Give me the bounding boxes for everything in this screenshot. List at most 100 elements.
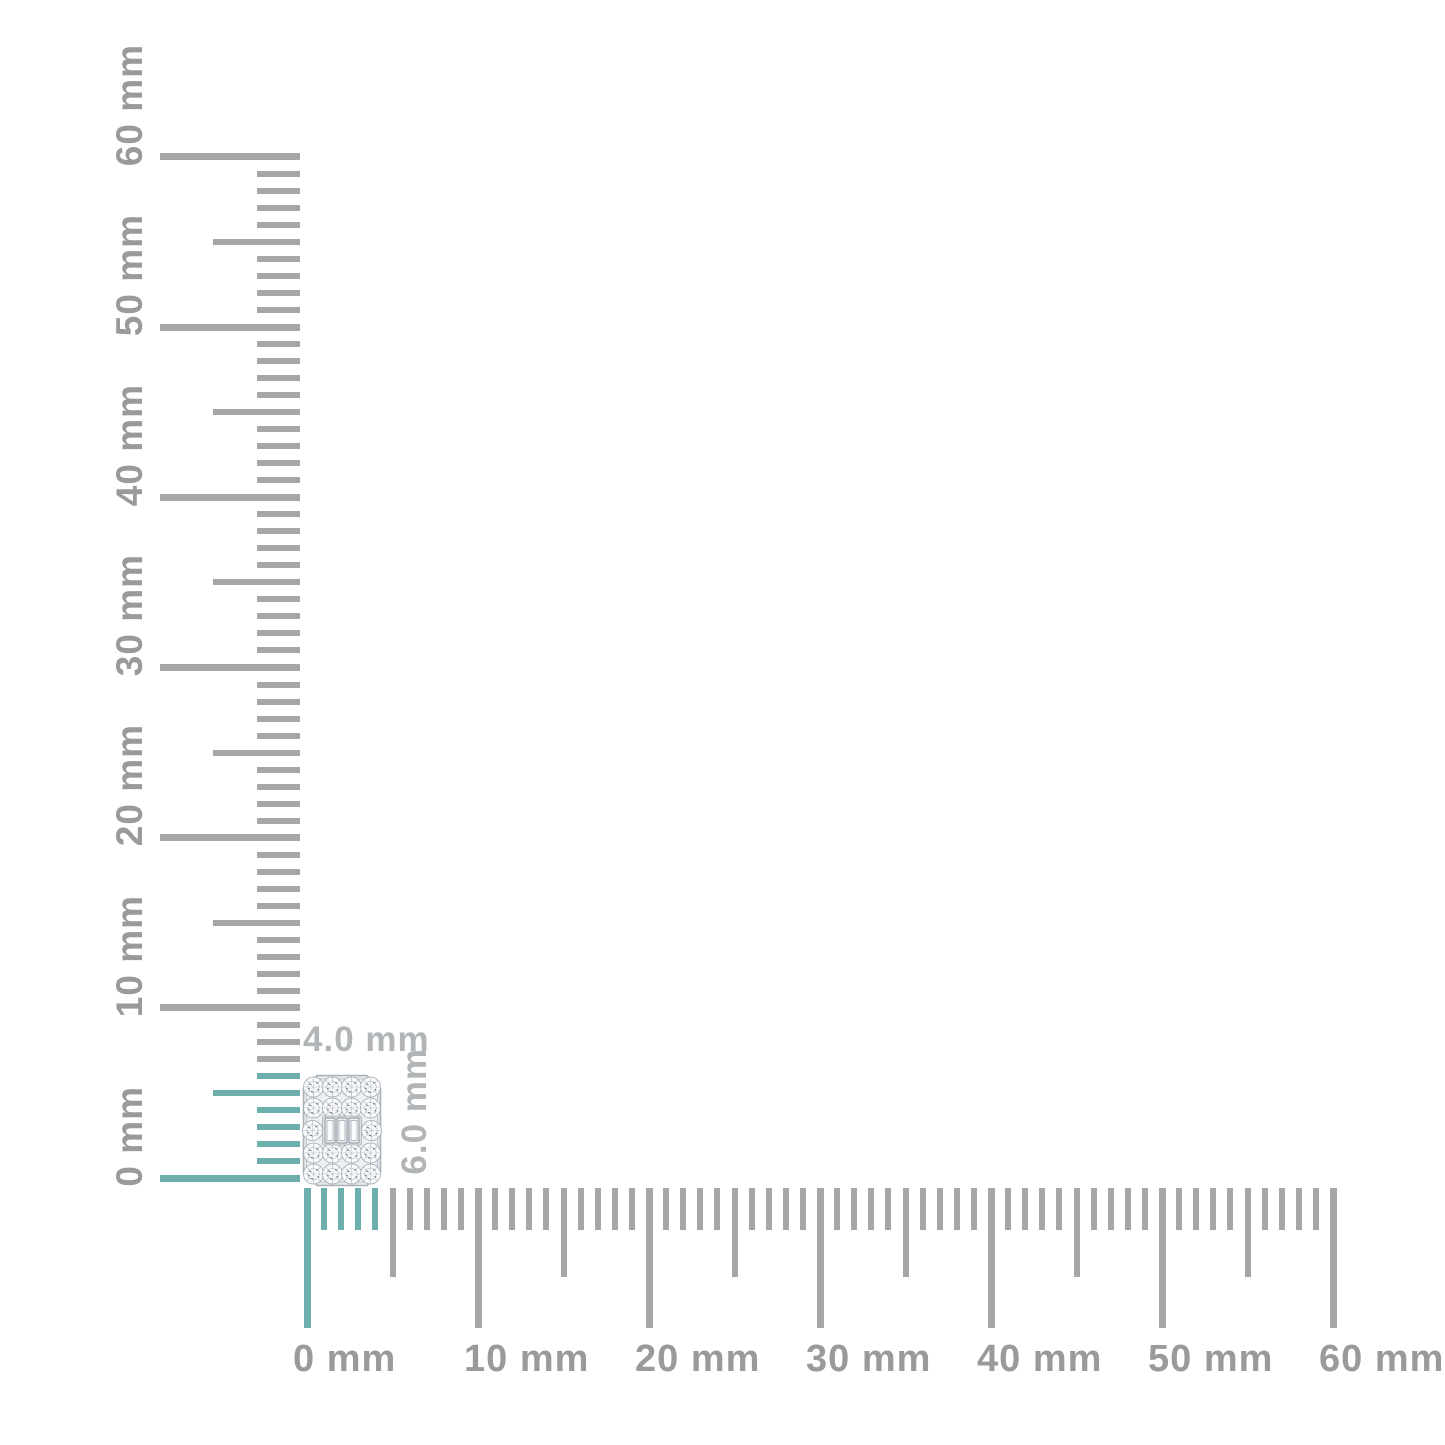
h-tick-23mm: [697, 1188, 704, 1230]
item-width-dimension-label: 4.0 mm: [303, 1020, 430, 1059]
h-tick-52mm: [1193, 1188, 1200, 1230]
v-tick-53mm: [257, 273, 300, 280]
h-tick-20mm: [645, 1188, 653, 1328]
h-tick-32mm: [851, 1188, 858, 1230]
h-tick-40mm: [987, 1188, 995, 1328]
h-tick-26mm: [748, 1188, 755, 1230]
h-tick-38mm: [953, 1188, 960, 1230]
h-tick-53mm: [1210, 1188, 1217, 1230]
h-tick-37mm: [936, 1188, 943, 1230]
h-tick-31mm: [834, 1188, 841, 1230]
v-tick-58mm: [257, 188, 300, 194]
v-tick-34mm: [257, 596, 300, 603]
v-tick-12mm: [257, 970, 300, 977]
v-tick-45mm: [213, 409, 300, 416]
v-tick-54mm: [257, 256, 300, 263]
v-tick-48mm: [257, 358, 300, 365]
h-tick-29mm: [799, 1188, 806, 1230]
h-tick-8mm: [440, 1188, 447, 1230]
v-tick-10mm: [160, 1004, 300, 1012]
h-tick-28mm: [782, 1188, 789, 1230]
v-ruler-label-30mm: 30 mm: [109, 554, 150, 677]
h-tick-4mm: [372, 1188, 379, 1230]
h-tick-6mm: [406, 1188, 413, 1230]
v-tick-23mm: [257, 783, 300, 790]
v-ruler-label-0mm: 0 mm: [109, 1086, 150, 1187]
h-tick-34mm: [885, 1188, 892, 1230]
h-tick-0mm: [303, 1188, 311, 1328]
v-tick-32mm: [257, 630, 300, 637]
h-tick-30mm: [816, 1188, 824, 1328]
v-tick-4mm: [257, 1106, 300, 1113]
h-tick-56mm: [1261, 1188, 1268, 1230]
h-tick-58mm: [1295, 1188, 1302, 1230]
v-tick-30mm: [160, 663, 300, 671]
h-tick-48mm: [1124, 1188, 1131, 1230]
h-tick-27mm: [765, 1188, 772, 1230]
item-height-dimension-label: 6.0 mm: [395, 1048, 434, 1175]
v-ruler-label-40mm: 40 mm: [109, 384, 150, 507]
h-tick-1mm: [321, 1188, 328, 1230]
h-tick-51mm: [1176, 1188, 1183, 1230]
h-tick-7mm: [423, 1188, 430, 1230]
h-tick-45mm: [1073, 1188, 1080, 1277]
v-tick-41mm: [257, 477, 300, 484]
h-tick-50mm: [1158, 1188, 1166, 1328]
h-tick-59mm: [1312, 1188, 1319, 1230]
v-tick-25mm: [213, 749, 300, 756]
h-tick-42mm: [1022, 1188, 1029, 1230]
jewelry-item-image: [302, 1074, 382, 1187]
h-tick-3mm: [355, 1188, 362, 1230]
v-tick-16mm: [257, 902, 300, 909]
v-tick-18mm: [257, 868, 300, 875]
v-tick-35mm: [213, 579, 300, 586]
h-tick-11mm: [492, 1188, 499, 1230]
v-tick-29mm: [257, 681, 300, 688]
v-tick-13mm: [257, 953, 300, 960]
h-tick-12mm: [509, 1188, 516, 1230]
v-tick-56mm: [257, 222, 300, 229]
h-tick-46mm: [1090, 1188, 1097, 1230]
v-tick-28mm: [257, 698, 300, 705]
v-tick-44mm: [257, 426, 300, 433]
h-ruler-label-40mm: 40 mm: [977, 1338, 1103, 1380]
h-tick-41mm: [1005, 1188, 1012, 1230]
h-tick-60mm: [1329, 1188, 1337, 1328]
h-tick-39mm: [970, 1188, 977, 1230]
v-tick-9mm: [257, 1021, 300, 1028]
v-tick-39mm: [257, 511, 300, 518]
h-tick-2mm: [338, 1188, 345, 1230]
h-tick-9mm: [457, 1188, 464, 1230]
h-tick-19mm: [628, 1188, 635, 1230]
h-tick-21mm: [663, 1188, 670, 1230]
h-ruler-label-30mm: 30 mm: [806, 1338, 932, 1380]
v-tick-31mm: [257, 647, 300, 654]
h-tick-25mm: [731, 1188, 738, 1277]
v-ruler-label-50mm: 50 mm: [109, 213, 150, 337]
h-tick-54mm: [1227, 1188, 1234, 1230]
v-tick-50mm: [160, 323, 300, 331]
v-tick-40mm: [160, 493, 300, 501]
h-tick-35mm: [902, 1188, 909, 1277]
v-tick-14mm: [257, 936, 300, 943]
v-tick-11mm: [257, 987, 300, 994]
h-ruler-label-10mm: 10 mm: [464, 1338, 590, 1380]
v-ruler-label-10mm: 10 mm: [109, 894, 150, 1017]
v-tick-15mm: [213, 919, 300, 926]
v-tick-51mm: [257, 307, 300, 314]
v-ruler-label-20mm: 20 mm: [109, 724, 150, 847]
v-tick-47mm: [257, 375, 300, 382]
v-tick-22mm: [257, 800, 300, 807]
v-tick-57mm: [257, 205, 300, 212]
v-tick-55mm: [213, 239, 300, 246]
h-tick-44mm: [1056, 1188, 1063, 1230]
h-ruler-label-50mm: 50 mm: [1148, 1338, 1274, 1380]
h-ruler-label-20mm: 20 mm: [635, 1338, 761, 1380]
h-tick-22mm: [680, 1188, 687, 1230]
v-tick-27mm: [257, 715, 300, 722]
v-tick-5mm: [213, 1089, 300, 1096]
v-tick-6mm: [257, 1072, 300, 1079]
v-tick-52mm: [257, 290, 300, 297]
h-ruler-label-0mm: 0 mm: [293, 1338, 397, 1380]
